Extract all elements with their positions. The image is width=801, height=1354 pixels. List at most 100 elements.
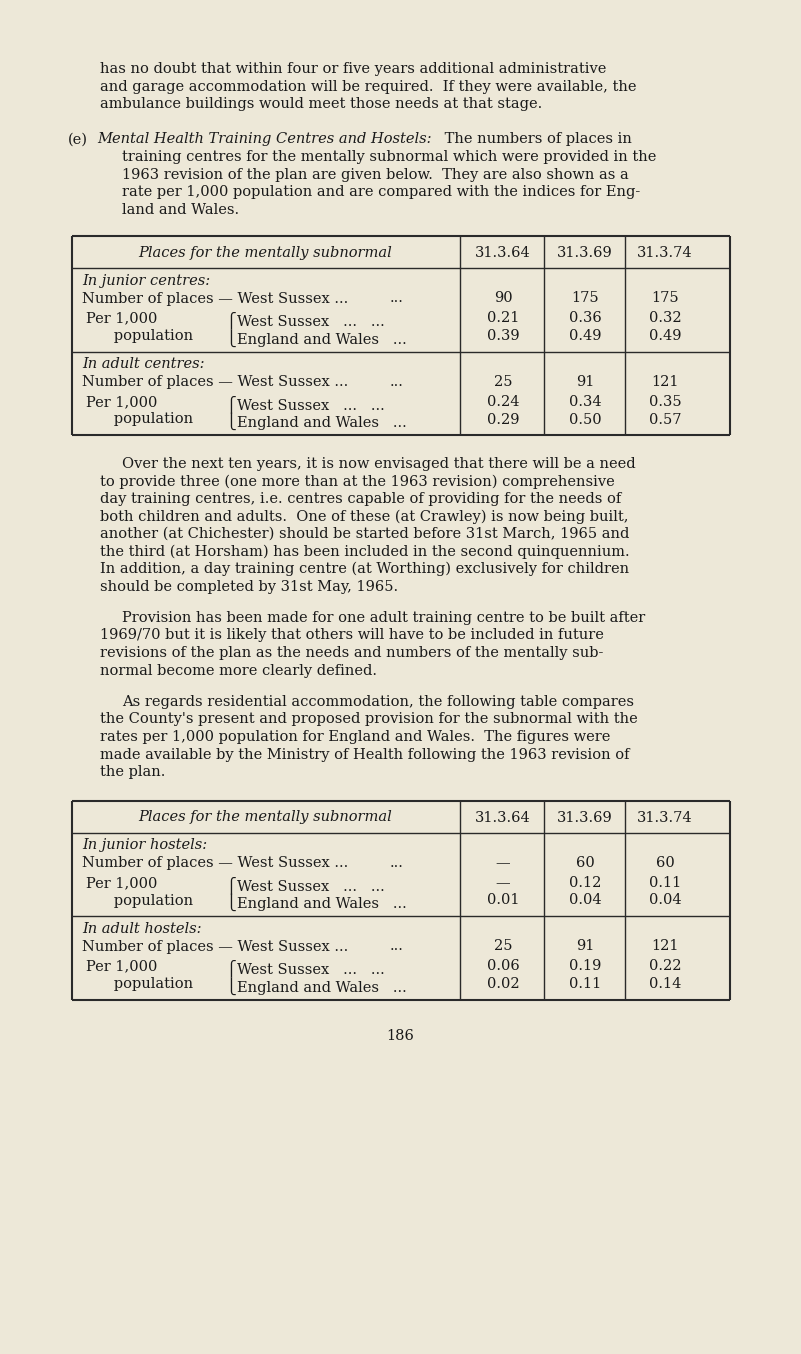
Text: ...: ... [390,375,404,389]
Text: 31.3.74: 31.3.74 [637,246,693,260]
Text: ⎩England and Wales   ...: ⎩England and Wales ... [226,978,407,995]
Text: 91: 91 [576,940,594,953]
Text: 1963 revision of the plan are given below.  They are also shown as a: 1963 revision of the plan are given belo… [122,168,629,181]
Text: another (at Chichester) should be started before 31st March, 1965 and: another (at Chichester) should be starte… [100,527,630,542]
Text: rates per 1,000 population for England and Wales.  The figures were: rates per 1,000 population for England a… [100,730,610,743]
Text: population: population [100,894,193,907]
Text: 60: 60 [656,856,674,871]
Text: population: population [100,978,193,991]
Text: normal become more clearly defined.: normal become more clearly defined. [100,663,377,677]
Text: 31.3.74: 31.3.74 [637,811,693,825]
Text: Number of places — West Sussex ...: Number of places — West Sussex ... [82,291,348,306]
Text: made available by the Ministry of Health following the 1963 revision of: made available by the Ministry of Health… [100,747,630,761]
Text: 0.12: 0.12 [569,876,602,890]
Text: Per 1,000: Per 1,000 [86,395,157,409]
Text: Per 1,000: Per 1,000 [86,311,157,325]
Text: 175: 175 [651,291,678,306]
Text: Places for the mentally subnormal: Places for the mentally subnormal [138,246,392,260]
Text: Number of places — West Sussex ...: Number of places — West Sussex ... [82,375,348,389]
Text: As regards residential accommodation, the following table compares: As regards residential accommodation, th… [122,695,634,709]
Text: the County's present and proposed provision for the subnormal with the: the County's present and proposed provis… [100,712,638,727]
Text: ...: ... [390,291,404,306]
Text: 0.02: 0.02 [487,978,519,991]
Text: In junior hostels:: In junior hostels: [82,838,207,853]
Text: 1969/70 but it is likely that others will have to be included in future: 1969/70 but it is likely that others wil… [100,628,604,643]
Text: ⎧West Sussex   ...   ...: ⎧West Sussex ... ... [226,960,384,978]
Text: ⎩England and Wales   ...: ⎩England and Wales ... [226,894,407,911]
Text: 0.49: 0.49 [569,329,602,343]
Text: Number of places — West Sussex ...: Number of places — West Sussex ... [82,940,348,953]
Text: and garage accommodation will be required.  If they were available, the: and garage accommodation will be require… [100,80,637,93]
Text: 0.36: 0.36 [569,311,602,325]
Text: 31.3.69: 31.3.69 [557,811,613,825]
Text: 186: 186 [387,1029,414,1044]
Text: 90: 90 [493,291,513,306]
Text: ...: ... [390,940,404,953]
Text: population: population [100,413,193,427]
Text: the plan.: the plan. [100,765,165,779]
Text: to provide three (one more than at the 1963 revision) comprehensive: to provide three (one more than at the 1… [100,474,614,489]
Text: land and Wales.: land and Wales. [122,203,239,217]
Text: Number of places — West Sussex ...: Number of places — West Sussex ... [82,856,348,871]
Text: Provision has been made for one adult training centre to be built after: Provision has been made for one adult tr… [122,611,646,626]
Text: Per 1,000: Per 1,000 [86,960,157,974]
Text: 31.3.64: 31.3.64 [475,811,531,825]
Text: 0.01: 0.01 [487,894,519,907]
Text: Mental Health Training Centres and Hostels:: Mental Health Training Centres and Hoste… [97,133,432,146]
Text: 121: 121 [651,375,678,389]
Text: In adult hostels:: In adult hostels: [82,922,202,936]
Text: ambulance buildings would meet those needs at that stage.: ambulance buildings would meet those nee… [100,97,542,111]
Text: 0.14: 0.14 [649,978,681,991]
Text: 0.06: 0.06 [487,960,519,974]
Text: In junior centres:: In junior centres: [82,274,210,288]
Text: rate per 1,000 population and are compared with the indices for Eng-: rate per 1,000 population and are compar… [122,185,640,199]
Text: 25: 25 [493,375,513,389]
Text: should be completed by 31st May, 1965.: should be completed by 31st May, 1965. [100,580,398,593]
Text: 0.29: 0.29 [487,413,519,427]
Text: —: — [496,856,510,871]
Text: 0.24: 0.24 [487,395,519,409]
Text: ...: ... [390,856,404,871]
Text: 25: 25 [493,940,513,953]
Text: 31.3.69: 31.3.69 [557,246,613,260]
Text: day training centres, i.e. centres capable of providing for the needs of: day training centres, i.e. centres capab… [100,492,622,506]
Text: 121: 121 [651,940,678,953]
Text: 0.11: 0.11 [569,978,601,991]
Text: In adult centres:: In adult centres: [82,357,204,371]
Text: 0.49: 0.49 [649,329,681,343]
Text: 0.35: 0.35 [649,395,682,409]
Text: Per 1,000: Per 1,000 [86,876,157,890]
Text: 0.04: 0.04 [569,894,602,907]
Text: ⎧West Sussex   ...   ...: ⎧West Sussex ... ... [226,311,384,329]
Text: 175: 175 [571,291,599,306]
Text: The numbers of places in: The numbers of places in [440,133,632,146]
Text: Over the next ten years, it is now envisaged that there will be a need: Over the next ten years, it is now envis… [122,458,636,471]
Text: 0.39: 0.39 [487,329,519,343]
Text: In addition, a day training centre (at Worthing) exclusively for children: In addition, a day training centre (at W… [100,562,629,577]
Text: 0.34: 0.34 [569,395,602,409]
Text: (e): (e) [68,133,88,146]
Text: ⎩England and Wales   ...: ⎩England and Wales ... [226,329,407,347]
Text: 31.3.64: 31.3.64 [475,246,531,260]
Text: ⎩England and Wales   ...: ⎩England and Wales ... [226,413,407,431]
Text: 0.50: 0.50 [569,413,602,427]
Text: has no doubt that within four or five years additional administrative: has no doubt that within four or five ye… [100,62,606,76]
Text: 0.19: 0.19 [569,960,602,974]
Text: Places for the mentally subnormal: Places for the mentally subnormal [138,811,392,825]
Text: 0.22: 0.22 [649,960,681,974]
Text: 0.57: 0.57 [649,413,681,427]
Text: 91: 91 [576,375,594,389]
Text: 0.11: 0.11 [649,876,681,890]
Text: 0.21: 0.21 [487,311,519,325]
Text: 0.04: 0.04 [649,894,682,907]
Text: training centres for the mentally subnormal which were provided in the: training centres for the mentally subnor… [122,150,656,164]
Text: 0.32: 0.32 [649,311,682,325]
Text: ⎧West Sussex   ...   ...: ⎧West Sussex ... ... [226,876,384,894]
Text: the third (at Horsham) has been included in the second quinquennium.: the third (at Horsham) has been included… [100,544,630,559]
Text: ⎧West Sussex   ...   ...: ⎧West Sussex ... ... [226,395,384,413]
Text: —: — [496,876,510,890]
Text: both children and adults.  One of these (at Crawley) is now being built,: both children and adults. One of these (… [100,509,629,524]
Text: 60: 60 [576,856,594,871]
Text: population: population [100,329,193,343]
Text: revisions of the plan as the needs and numbers of the mentally sub-: revisions of the plan as the needs and n… [100,646,603,659]
